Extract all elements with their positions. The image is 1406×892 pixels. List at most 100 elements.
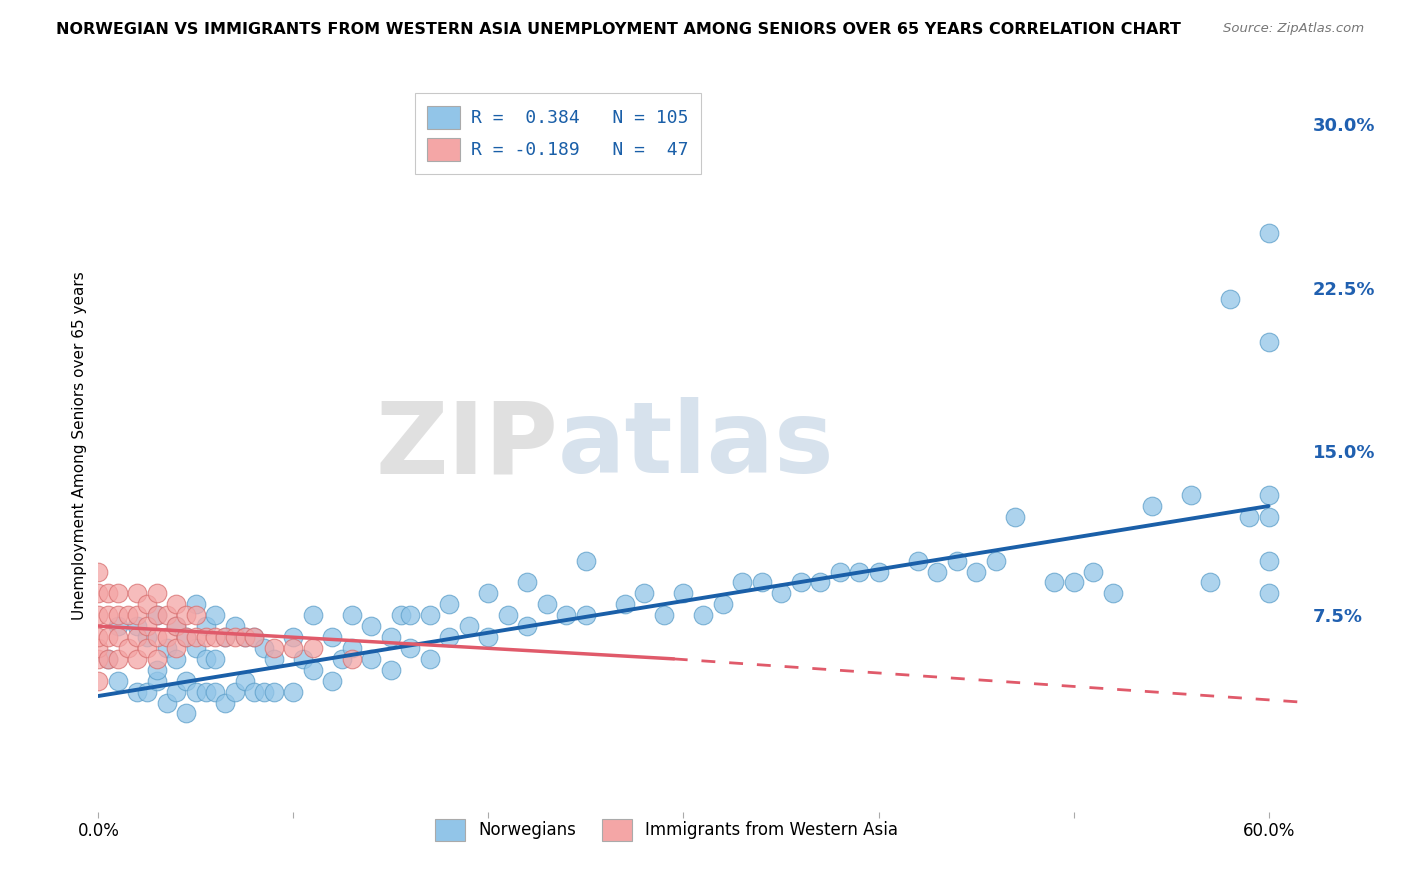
Point: [243, 630, 266, 644]
Point: [1257, 586, 1279, 600]
Point: [174, 630, 197, 644]
Point: [156, 630, 179, 644]
Point: [555, 608, 578, 623]
Point: [399, 640, 422, 655]
Point: [127, 619, 149, 633]
Point: [165, 619, 187, 633]
Point: [146, 608, 169, 623]
Point: [127, 684, 149, 698]
Point: [184, 597, 207, 611]
Point: [302, 663, 325, 677]
Point: [614, 597, 637, 611]
Point: [496, 608, 519, 623]
Point: [1101, 586, 1123, 600]
Point: [204, 652, 226, 666]
Point: [146, 663, 169, 677]
Point: [127, 652, 149, 666]
Point: [340, 652, 363, 666]
Point: [107, 619, 129, 633]
Point: [399, 608, 422, 623]
Point: [194, 652, 217, 666]
Point: [107, 586, 129, 600]
Point: [146, 673, 169, 688]
Point: [136, 597, 159, 611]
Point: [711, 597, 734, 611]
Point: [253, 640, 276, 655]
Point: [233, 673, 256, 688]
Point: [224, 630, 246, 644]
Point: [87, 630, 110, 644]
Point: [477, 586, 499, 600]
Point: [1257, 488, 1279, 502]
Point: [165, 619, 187, 633]
Point: [965, 565, 987, 579]
Point: [107, 630, 129, 644]
Point: [652, 608, 675, 623]
Point: [263, 652, 285, 666]
Point: [146, 652, 169, 666]
Point: [1063, 575, 1085, 590]
Point: [214, 630, 236, 644]
Point: [439, 597, 461, 611]
Point: [87, 640, 110, 655]
Text: Source: ZipAtlas.com: Source: ZipAtlas.com: [1223, 22, 1364, 36]
Point: [340, 608, 363, 623]
Point: [283, 684, 305, 698]
Point: [925, 565, 948, 579]
Point: [87, 565, 110, 579]
Point: [165, 597, 187, 611]
Point: [174, 706, 197, 721]
Point: [165, 652, 187, 666]
Point: [224, 684, 246, 698]
Point: [184, 608, 207, 623]
Point: [165, 640, 187, 655]
Point: [672, 586, 695, 600]
Point: [156, 608, 179, 623]
Point: [156, 696, 179, 710]
Point: [575, 608, 598, 623]
Point: [184, 640, 207, 655]
Point: [389, 608, 412, 623]
Point: [380, 630, 402, 644]
Point: [263, 684, 285, 698]
Point: [360, 652, 382, 666]
Point: [97, 652, 120, 666]
Point: [1140, 499, 1163, 513]
Point: [136, 640, 159, 655]
Point: [1043, 575, 1066, 590]
Point: [243, 630, 266, 644]
Point: [146, 608, 169, 623]
Point: [321, 673, 343, 688]
Point: [165, 684, 187, 698]
Point: [868, 565, 890, 579]
Point: [1004, 510, 1026, 524]
Point: [87, 586, 110, 600]
Point: [1257, 335, 1279, 350]
Point: [477, 630, 499, 644]
Point: [136, 630, 159, 644]
Point: [194, 684, 217, 698]
Point: [127, 608, 149, 623]
Point: [907, 554, 929, 568]
Point: [292, 652, 315, 666]
Point: [360, 619, 382, 633]
Point: [204, 608, 226, 623]
Point: [516, 575, 538, 590]
Point: [731, 575, 754, 590]
Point: [127, 586, 149, 600]
Point: [458, 619, 481, 633]
Point: [107, 608, 129, 623]
Point: [127, 630, 149, 644]
Text: NORWEGIAN VS IMMIGRANTS FROM WESTERN ASIA UNEMPLOYMENT AMONG SENIORS OVER 65 YEA: NORWEGIAN VS IMMIGRANTS FROM WESTERN ASI…: [56, 22, 1181, 37]
Point: [253, 684, 276, 698]
Point: [136, 684, 159, 698]
Point: [233, 630, 256, 644]
Point: [1257, 226, 1279, 240]
Point: [107, 652, 129, 666]
Point: [1257, 510, 1279, 524]
Point: [136, 619, 159, 633]
Point: [283, 640, 305, 655]
Point: [214, 696, 236, 710]
Legend: Norwegians, Immigrants from Western Asia: Norwegians, Immigrants from Western Asia: [429, 813, 904, 847]
Point: [174, 630, 197, 644]
